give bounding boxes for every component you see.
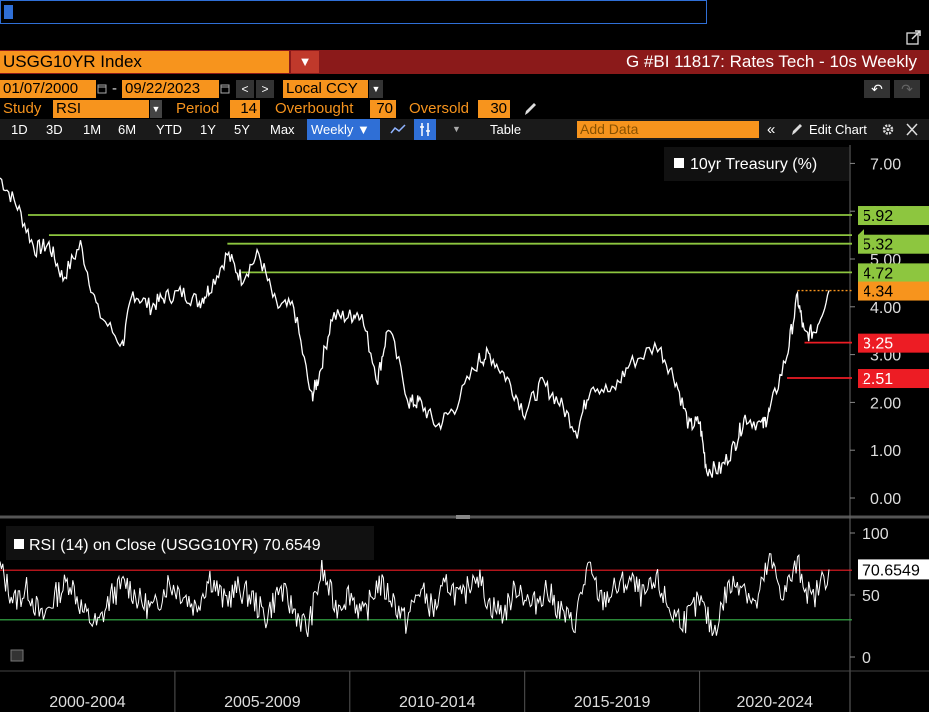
price-legend-label: 10yr Treasury (%) — [690, 156, 817, 173]
chart-toolbar: 1D 3D 1M 6M YTD 1Y 5Y Max Weekly ▼ ▼ Tab… — [0, 119, 929, 140]
calendar-icon[interactable] — [220, 81, 230, 97]
range-5y-button[interactable]: 5Y — [234, 122, 250, 137]
resistance-level-tag — [858, 234, 929, 254]
rsi-series-line — [0, 552, 830, 638]
support-level-tag — [858, 333, 929, 353]
table-button[interactable]: Table — [490, 122, 522, 137]
range-1y-button[interactable]: 1Y — [200, 122, 216, 137]
panel-resize-handle[interactable] — [456, 515, 470, 519]
x-tick-label: 2005-2009 — [224, 694, 301, 711]
calendar-icon[interactable] — [97, 81, 107, 97]
legend-swatch — [674, 158, 684, 168]
x-tick-label: 2020-2024 — [737, 694, 814, 711]
resistance-level-marker — [858, 237, 864, 250]
rsi-y-tick-label: 50 — [862, 588, 880, 605]
ticker-dropdown-button[interactable]: ▼ — [291, 51, 319, 73]
rsi-last-tag — [858, 559, 929, 580]
next-period-button[interactable]: > — [256, 80, 274, 98]
panel-menu-icon[interactable] — [10, 649, 24, 662]
support-level-label: 3.25 — [862, 336, 893, 353]
rsi-last-label: 70.6549 — [862, 562, 920, 579]
command-line-input[interactable] — [0, 0, 707, 24]
range-ytd-button[interactable]: YTD — [156, 122, 182, 137]
line-chart-icon[interactable] — [389, 119, 409, 140]
currency-select[interactable]: Local CCY — [283, 80, 368, 98]
rsi-panel: 0 50 100 70.6549 RSI (14) on Close (USGG10YR… — [0, 526, 929, 667]
edit-chart-button[interactable]: Edit Chart — [809, 122, 867, 137]
support-level-marker — [858, 336, 864, 349]
date-separator: - — [112, 80, 117, 97]
y-tick-label: 4.00 — [870, 300, 901, 317]
chevron-down-icon[interactable]: ▼ — [150, 100, 162, 118]
rsi-y-tick-label: 0 — [862, 650, 871, 667]
range-1m-button[interactable]: 1M — [83, 122, 102, 137]
price-series-line — [0, 177, 830, 478]
resistance-level-label: 5.32 — [862, 237, 893, 254]
chevron-down-icon[interactable]: ▼ — [452, 124, 461, 134]
x-tick-label: 2015-2019 — [574, 694, 651, 711]
chevron-down-icon: ▼ — [298, 54, 312, 69]
redo-icon[interactable]: ↷ — [894, 80, 920, 98]
command-cursor — [4, 5, 13, 19]
rsi-y-tick-label: 100 — [862, 526, 889, 543]
pencil-icon[interactable] — [790, 119, 804, 140]
undo-icon[interactable]: ↶ — [864, 80, 890, 98]
chart-area: 0.001.002.003.004.005.006.007.005.925.32… — [0, 145, 929, 712]
pencil-icon[interactable] — [522, 100, 538, 118]
end-date-field[interactable]: 09/22/2023 — [122, 80, 219, 98]
price-panel: 0.001.002.003.004.005.006.007.005.925.32… — [0, 145, 929, 712]
ticker-field[interactable]: USGG10YR Index — [0, 51, 289, 73]
x-tick-label: 2000-2004 — [49, 694, 126, 711]
resistance-level-marker — [858, 266, 864, 279]
chart-title: G #BI 11817: Rates Tech - 10s Weekly — [625, 52, 917, 71]
overbought-label: Overbought — [275, 100, 354, 117]
y-tick-label: 2.00 — [870, 395, 901, 412]
frequency-select[interactable]: Weekly ▼ — [307, 119, 380, 140]
y-tick-label: 7.00 — [870, 156, 901, 173]
range-6m-button[interactable]: 6M — [118, 122, 137, 137]
price-legend-box — [664, 147, 849, 181]
range-3d-button[interactable]: 3D — [46, 122, 63, 137]
expand-icon[interactable] — [904, 119, 922, 140]
period-field[interactable]: 14 — [230, 100, 260, 118]
resistance-level-tag — [858, 263, 929, 283]
gear-icon[interactable] — [880, 119, 898, 140]
support-level-label: 2.51 — [862, 371, 893, 388]
oversold-field[interactable]: 30 — [478, 100, 510, 118]
study-label: Study — [3, 100, 42, 117]
popout-icon[interactable] — [904, 29, 924, 47]
popout-icon-svg — [906, 30, 921, 45]
crosshair-icon[interactable] — [414, 119, 436, 140]
support-level-marker — [858, 372, 864, 385]
overbought-field[interactable]: 70 — [370, 100, 396, 118]
resistance-level-label: 4.72 — [862, 265, 893, 282]
oversold-label: Oversold — [409, 100, 470, 117]
date-row: 01/07/2000 - 09/22/2023 < > Local CCY ▼ … — [0, 79, 929, 99]
resistance-level-tag — [858, 206, 929, 226]
resistance-level-label: 5.92 — [862, 208, 893, 225]
x-axis: 2000-2004 2005-2009 2010-2014 2015-2019 2020… — [0, 670, 929, 712]
rsi-legend-label: RSI (14) on Close (USGG10YR) 70.6549 — [29, 537, 321, 554]
chevron-down-icon[interactable]: ▼ — [369, 80, 383, 98]
resistance-level-marker — [858, 209, 864, 222]
study-select[interactable]: RSI — [53, 100, 149, 118]
collapse-icon[interactable]: « — [767, 121, 776, 138]
add-data-input[interactable]: Add Data — [577, 121, 759, 138]
start-date-field[interactable]: 01/07/2000 — [0, 80, 96, 98]
range-max-button[interactable]: Max — [270, 122, 295, 137]
prev-period-button[interactable]: < — [236, 80, 254, 98]
y-tick-label: 1.00 — [870, 443, 901, 460]
range-1d-button[interactable]: 1D — [11, 122, 28, 137]
x-tick-label: 2010-2014 — [399, 694, 476, 711]
last-level-label: 4.34 — [862, 284, 893, 301]
y-tick-label: 0.00 — [870, 491, 901, 508]
last-level-marker — [858, 284, 864, 297]
study-row: Study RSI ▼ Period 14 Overbought 70 Over… — [0, 99, 929, 119]
support-level-tag — [858, 369, 929, 389]
legend-swatch — [14, 539, 24, 549]
rsi-legend-box — [6, 526, 374, 560]
period-label: Period — [176, 100, 220, 117]
last-level-tag — [858, 281, 929, 301]
